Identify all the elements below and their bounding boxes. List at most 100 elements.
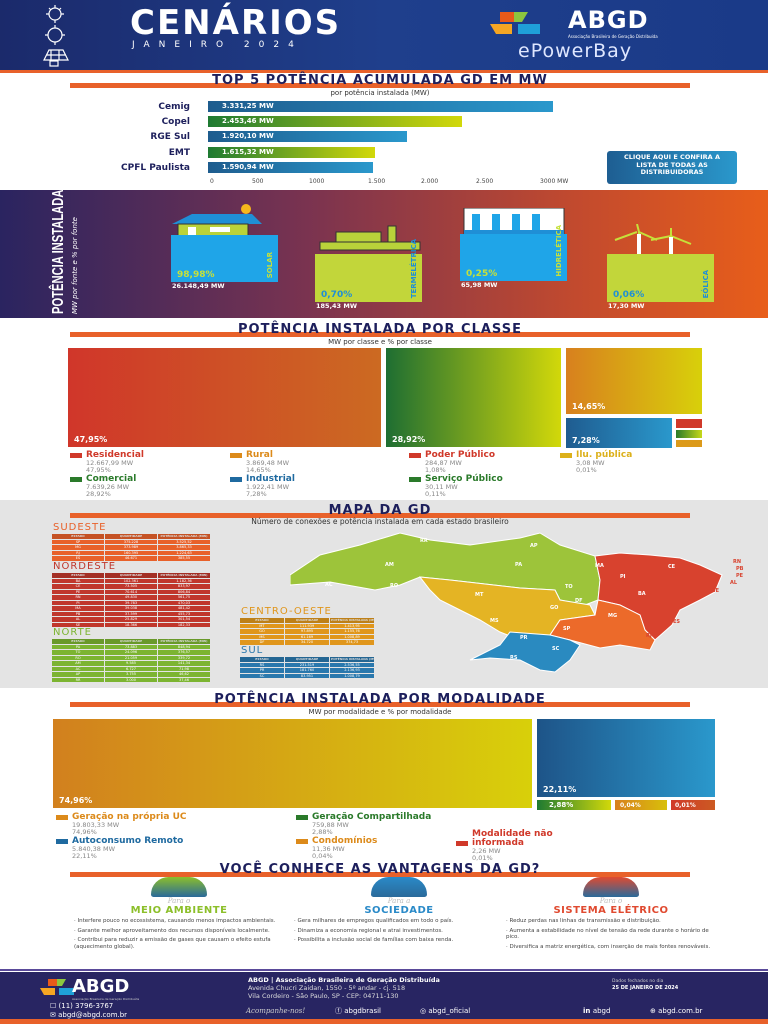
- vantagem-pre: Para o: [167, 897, 191, 905]
- table-cell: 182,33: [158, 622, 210, 627]
- legend-item: Serviço Público 30,11 MW 0,11%: [409, 475, 503, 497]
- email-text[interactable]: abgd@abgd.com.br: [58, 1011, 128, 1019]
- table-header: POTÊNCIA INSTALADA (MW): [158, 573, 210, 578]
- eolica-box: 0,06% EÓLICA: [607, 254, 714, 302]
- table-cell: DF: [240, 640, 284, 645]
- legend-swatch: [296, 815, 308, 820]
- footer-date: 25 DE JANEIRO DE 2024: [612, 985, 679, 991]
- table-cell: 455,73: [158, 611, 210, 616]
- header-divider: [0, 70, 768, 73]
- legend-item: Residencial 12.667,99 MW 47,95%: [70, 451, 144, 473]
- state-label-es: ES: [673, 619, 680, 625]
- instagram-text[interactable]: abgd_oficial: [428, 1007, 471, 1015]
- facebook-text[interactable]: abgdbrasil: [344, 1007, 382, 1015]
- distributors-list-button[interactable]: CLIQUE AQUI E CONFIRA A LISTA DE TODAS A…: [607, 151, 737, 184]
- legend-name: Autoconsumo Remoto: [72, 836, 184, 846]
- gear-sun-icon: [45, 25, 65, 45]
- legend-mw: 7.639,26 MW: [86, 483, 130, 491]
- state-label-pb: PB: [736, 566, 744, 572]
- state-label-ro: RO: [390, 583, 398, 589]
- table-header: QUANTIDADE: [105, 534, 157, 539]
- table-row: GO 97.895 1.155,76: [240, 629, 374, 634]
- legend-name: Rural: [246, 450, 273, 460]
- table-cell: MA: [52, 606, 104, 611]
- legend-mw: 5.840,38 MW: [72, 845, 116, 853]
- region-table-centro_oeste: ESTADO QUANTIDADE POTÊNCIA INSTALADA (MW) M…: [239, 617, 375, 646]
- treemap-label: 0,01%: [675, 802, 696, 809]
- table-cell: CE: [52, 584, 104, 589]
- solar-mw: 26.148,49 MW: [172, 282, 225, 290]
- table-row: AM 9.585 141,34: [52, 661, 210, 666]
- state-label-mg: MG: [608, 613, 617, 619]
- linkedin-icon: in: [583, 1007, 593, 1015]
- state-label-ma: MA: [595, 563, 604, 569]
- table-cell: SC: [240, 673, 284, 678]
- termeletrica-mw: 185,43 MW: [316, 302, 357, 310]
- map-region-sul: [469, 631, 581, 673]
- footer-address-2: Vila Cordeiro - São Paulo, SP - CEP: 047…: [248, 992, 399, 1000]
- table-header: POTÊNCIA INSTALADA (MW): [330, 657, 374, 662]
- table-cell: 3.865,33: [158, 545, 210, 550]
- email-icon: ✉: [50, 1011, 59, 1019]
- table-cell: 181.760: [285, 668, 329, 673]
- instagram-link[interactable]: ◎ abgd_oficial: [420, 1007, 470, 1016]
- table-cell: AC: [52, 666, 104, 671]
- vantagem-point: · Gera milhares de empregos qualificados…: [294, 918, 454, 924]
- termeletrica-box: 0,70% TERMELÉTRICA: [315, 239, 422, 302]
- footer-address-1: Avenida Chucri Zaidan, 1550 - 5º andar -…: [248, 984, 406, 992]
- treemap-poder-publico: [676, 419, 702, 428]
- abgd-logo-sub: Associação Brasileira de Geração Distrib…: [568, 34, 658, 39]
- table-cell: 97.895: [285, 629, 329, 634]
- solar-grid-icon: [583, 877, 639, 897]
- solar-box: 98,98% SOLAR: [171, 235, 278, 282]
- legend-pct: 7,28%: [246, 489, 267, 498]
- table-cell: 111.939: [285, 623, 329, 628]
- region-title-norte: NORTE: [53, 627, 92, 638]
- treemap-label: 47,95%: [74, 435, 108, 444]
- state-label-sc: SC: [552, 646, 560, 652]
- legend-swatch: [56, 815, 68, 820]
- footer-accent-bar: [0, 1019, 768, 1024]
- table-cell: 24.096: [105, 650, 157, 655]
- axis-tick-label: 3000 MW: [540, 178, 569, 185]
- table-row: AP 3.755 46,62: [52, 672, 210, 677]
- divider: [0, 969, 768, 971]
- legend-item: Autoconsumo Remoto 5.840,38 MW 22,11%: [56, 836, 184, 859]
- table-cell: 83.951: [285, 673, 329, 678]
- table-cell: ES: [52, 556, 104, 561]
- page-subtitle: JANEIRO 2024: [132, 40, 303, 50]
- state-label-am: AM: [385, 562, 394, 568]
- state-label-ac: AC: [325, 582, 333, 588]
- legend-item: Geração Compartilhada 759,88 MW 2,88%: [296, 813, 431, 835]
- legend-name: Industrial: [246, 474, 295, 484]
- hidreletrica-percent: 0,25%: [466, 269, 498, 279]
- table-cell: 25.829: [105, 617, 157, 622]
- axis-tick-label: 500: [252, 178, 264, 185]
- linkedin-link[interactable]: in abgd: [583, 1007, 610, 1016]
- table-cell: MS: [240, 634, 284, 639]
- state-label-df: DF: [575, 598, 583, 604]
- legend-swatch: [230, 477, 242, 482]
- table-row: PE 70.614 806,84: [52, 589, 210, 594]
- facebook-icon: ⓕ: [335, 1007, 345, 1015]
- footer-email[interactable]: ✉ abgd@abgd.com.br: [50, 1011, 127, 1019]
- linkedin-text[interactable]: abgd: [592, 1007, 611, 1015]
- footer-logo-mark: [40, 979, 74, 995]
- facebook-link[interactable]: ⓕ abgdbrasil: [335, 1007, 381, 1016]
- state-label-ba: BA: [638, 591, 646, 597]
- region-title-centro_oeste: CENTRO-OESTE: [241, 606, 332, 617]
- table-cell: 18.366: [105, 622, 157, 627]
- table-cell: 3.000: [105, 677, 157, 682]
- website-text[interactable]: abgd.com.br: [658, 1007, 703, 1015]
- table-row: AC 6.727 71,98: [52, 666, 210, 671]
- legend-swatch: [296, 839, 308, 844]
- table-row: TO 24.096 376,57: [52, 650, 210, 655]
- website-link[interactable]: ⊕ abgd.com.br: [650, 1007, 702, 1016]
- legend-name: Comercial: [86, 474, 137, 484]
- table-row: PI 39.783 470,03: [52, 600, 210, 605]
- legend-pct: 0,01%: [576, 465, 597, 474]
- table-cell: 39.783: [105, 600, 157, 605]
- legend-swatch: [70, 477, 82, 482]
- legend-name: Modalidade não informada: [472, 829, 553, 848]
